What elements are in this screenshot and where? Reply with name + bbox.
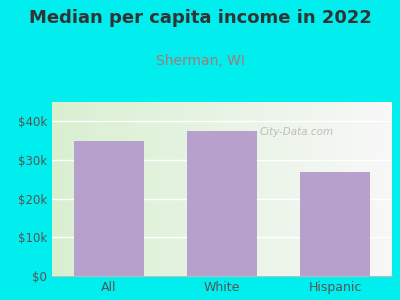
Bar <box>187 131 257 276</box>
Bar <box>300 172 370 276</box>
Text: Sherman, WI: Sherman, WI <box>156 54 244 68</box>
Text: Median per capita income in 2022: Median per capita income in 2022 <box>28 9 372 27</box>
Bar <box>74 141 144 276</box>
Text: City-Data.com: City-Data.com <box>260 127 334 136</box>
